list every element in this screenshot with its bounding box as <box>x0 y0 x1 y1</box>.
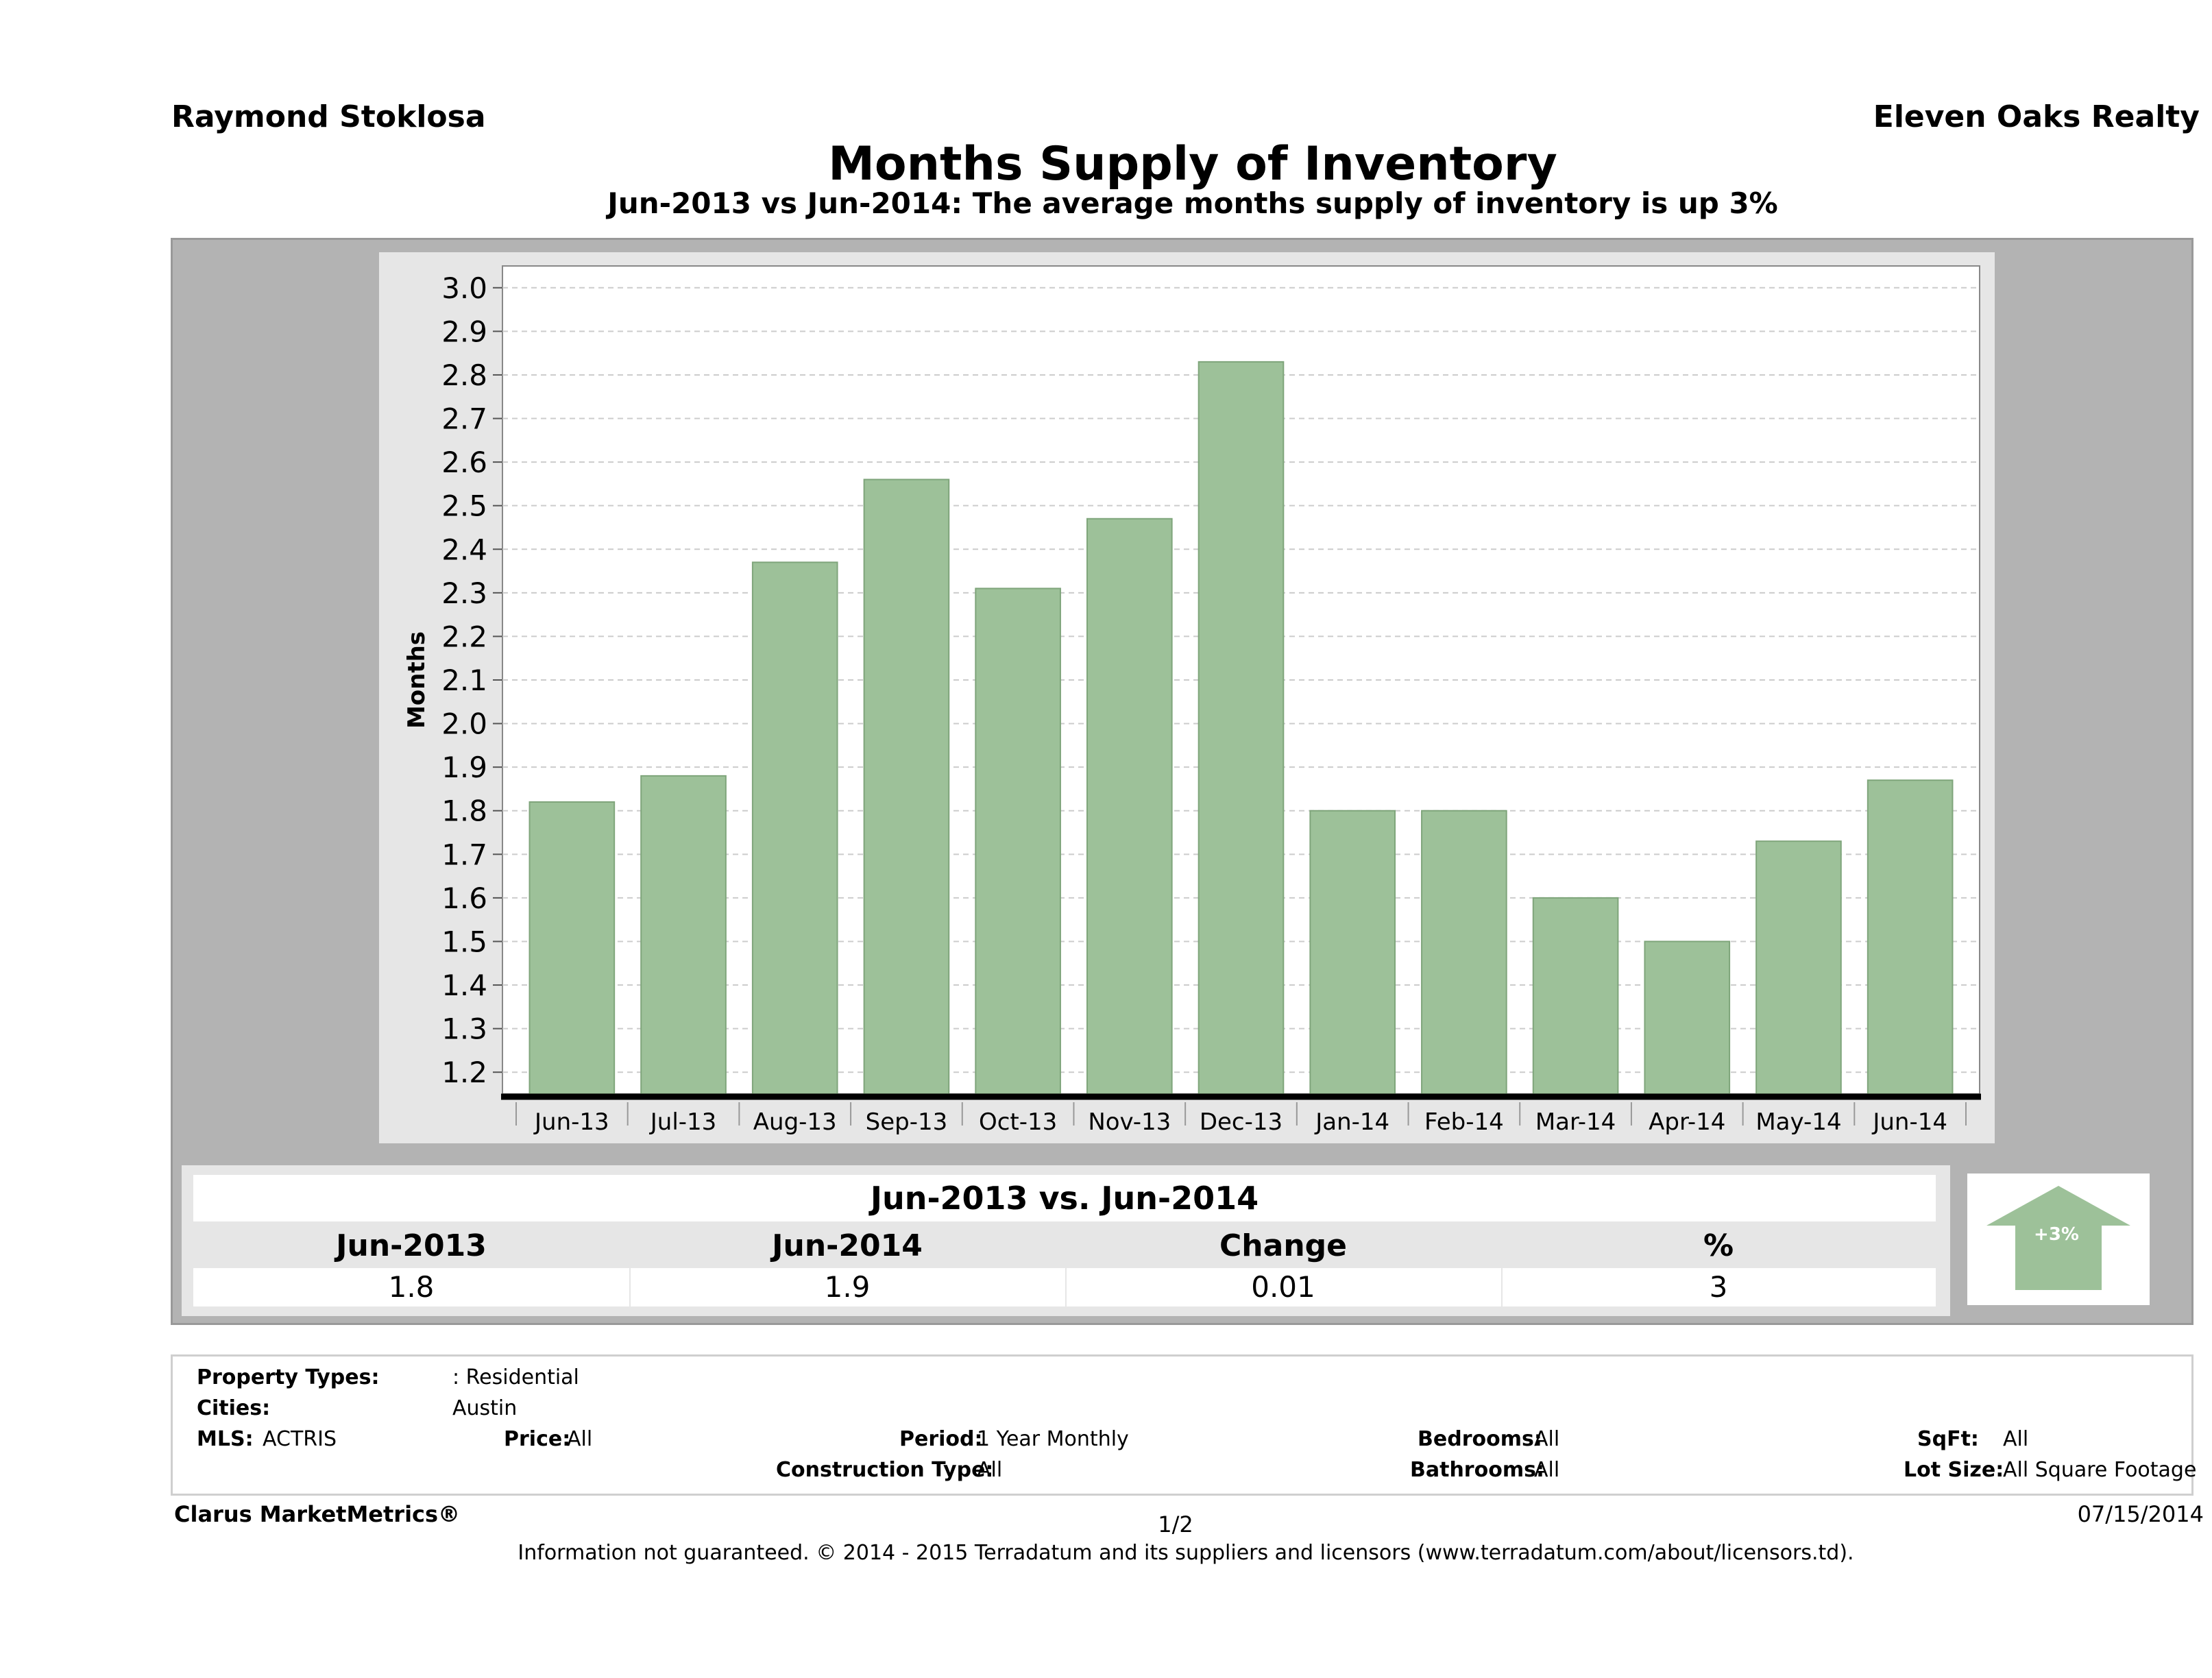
column-divider <box>629 1268 631 1306</box>
change-badge-label: +3% <box>2034 1224 2079 1245</box>
bar <box>1086 518 1173 1095</box>
bar <box>1421 810 1507 1095</box>
bar <box>1309 810 1396 1095</box>
bar-chart: 1.2 1.3 1.4 1.5 1.6 1.7 1.8 1.9 2.0 2.1 2.2 2.3 2.4 2… <box>403 265 1981 1136</box>
summary-title-band <box>193 1175 1936 1221</box>
criteria-box <box>171 1354 2193 1496</box>
y-tick-label: 3.0 <box>441 271 487 305</box>
y-tick-label: 1.5 <box>441 925 487 958</box>
y-tick-label: 1.9 <box>441 751 487 784</box>
bathrooms-value: All <box>1534 1458 1560 1482</box>
y-tick-label: 2.8 <box>441 358 487 392</box>
property-types-value: : Residential <box>452 1365 579 1389</box>
bar <box>1755 840 1842 1095</box>
report-title: Months Supply of Inventory <box>828 137 1557 191</box>
mls-value: ACTRIS <box>263 1427 337 1451</box>
lot-size-value: All Square Footage <box>2003 1458 2197 1482</box>
agent-name: Raymond Stoklosa <box>171 99 486 134</box>
bar <box>1867 779 1954 1095</box>
y-tick-label: 2.1 <box>441 664 487 697</box>
x-tick-label: Oct-13 <box>979 1108 1057 1136</box>
x-tick-label: Dec-13 <box>1200 1108 1283 1136</box>
property-types-label: Property Types: <box>197 1365 380 1389</box>
cities-value: Austin <box>452 1396 518 1420</box>
y-tick-label: 2.7 <box>441 402 487 436</box>
y-tick-label: 2.4 <box>441 533 487 566</box>
lot-size-label: Lot Size: <box>1904 1458 2004 1482</box>
sqft-label: SqFt: <box>1917 1427 1979 1451</box>
y-tick-label: 2.2 <box>441 620 487 653</box>
report-date: 07/15/2014 <box>2077 1501 2204 1527</box>
sqft-value: All <box>2003 1427 2029 1451</box>
bedrooms-value: All <box>1534 1427 1560 1451</box>
x-tick-label: Apr-14 <box>1649 1108 1725 1136</box>
y-tick-label: 2.3 <box>441 576 487 610</box>
bar <box>528 801 616 1095</box>
y-tick-label: 1.6 <box>441 881 487 915</box>
period-value: 1 Year Monthly <box>977 1427 1129 1451</box>
y-tick-label: 1.7 <box>441 838 487 871</box>
brokerage-name: Eleven Oaks Realty <box>1873 99 2200 134</box>
bar <box>751 561 838 1095</box>
up-arrow-icon <box>1986 1186 2130 1290</box>
bar <box>1198 361 1285 1095</box>
bar <box>1644 940 1731 1095</box>
bar <box>1532 897 1619 1095</box>
column-divider <box>1501 1268 1503 1306</box>
summary-values-band <box>193 1268 1936 1306</box>
bar <box>640 775 727 1095</box>
x-tick-label: Feb-14 <box>1424 1108 1504 1136</box>
price-label: Price: <box>504 1427 571 1451</box>
disclaimer: Information not guaranteed. © 2014 - 201… <box>518 1541 1854 1565</box>
summary-header-change: Change <box>1219 1228 1347 1263</box>
up-arrow-shape <box>1986 1186 2130 1290</box>
bedrooms-label: Bedrooms: <box>1418 1427 1542 1451</box>
y-tick-label: 1.4 <box>441 969 487 1002</box>
bar <box>975 587 1061 1095</box>
mls-label: MLS: <box>197 1427 254 1451</box>
summary-value-jun-2014: 1.9 <box>824 1270 871 1304</box>
x-tick-label: Jun-13 <box>533 1108 609 1136</box>
price-value: All <box>567 1427 593 1451</box>
y-axis-label: Months <box>403 631 430 729</box>
cities-label: Cities: <box>197 1396 271 1420</box>
product-name: Clarus MarketMetrics® <box>174 1501 461 1527</box>
y-tick-label: 2.9 <box>441 315 487 348</box>
summary-header-jun-2014: Jun-2014 <box>772 1228 923 1263</box>
report-subtitle: Jun-2013 vs Jun-2014: The average months… <box>607 186 1778 220</box>
summary-header-percent: % <box>1703 1228 1734 1263</box>
x-tick-label: Mar-14 <box>1535 1108 1616 1136</box>
y-tick-label: 2.5 <box>441 489 487 523</box>
x-tick-label: Jun-14 <box>1871 1108 1947 1136</box>
page-number: 1/2 <box>1158 1511 1193 1537</box>
construction-type-value: All <box>977 1458 1003 1482</box>
column-divider <box>1065 1268 1067 1306</box>
x-tick-label: Jul-13 <box>649 1108 717 1136</box>
y-tick-label: 1.8 <box>441 794 487 828</box>
y-tick-label: 1.2 <box>441 1056 487 1089</box>
summary-value-percent: 3 <box>1709 1270 1728 1304</box>
x-tick-label: Aug-13 <box>753 1108 837 1136</box>
y-tick-label: 1.3 <box>441 1012 487 1046</box>
x-tick-label: Sep-13 <box>866 1108 948 1136</box>
y-tick-label: 2.6 <box>441 446 487 479</box>
summary-header-jun-2013: Jun-2013 <box>336 1228 487 1263</box>
construction-type-label: Construction Type: <box>776 1458 994 1482</box>
x-tick-label: Jan-14 <box>1314 1108 1389 1136</box>
x-tick-label: May-14 <box>1755 1108 1841 1136</box>
summary-value-jun-2013: 1.8 <box>388 1270 435 1304</box>
x-tick-label: Nov-13 <box>1088 1108 1171 1136</box>
y-tick-label: 2.0 <box>441 707 487 741</box>
bathrooms-label: Bathrooms: <box>1410 1458 1544 1482</box>
period-label: Period: <box>899 1427 983 1451</box>
bar <box>863 478 950 1095</box>
summary-value-change: 0.01 <box>1251 1270 1315 1304</box>
summary-title: Jun-2013 vs. Jun-2014 <box>870 1180 1259 1217</box>
